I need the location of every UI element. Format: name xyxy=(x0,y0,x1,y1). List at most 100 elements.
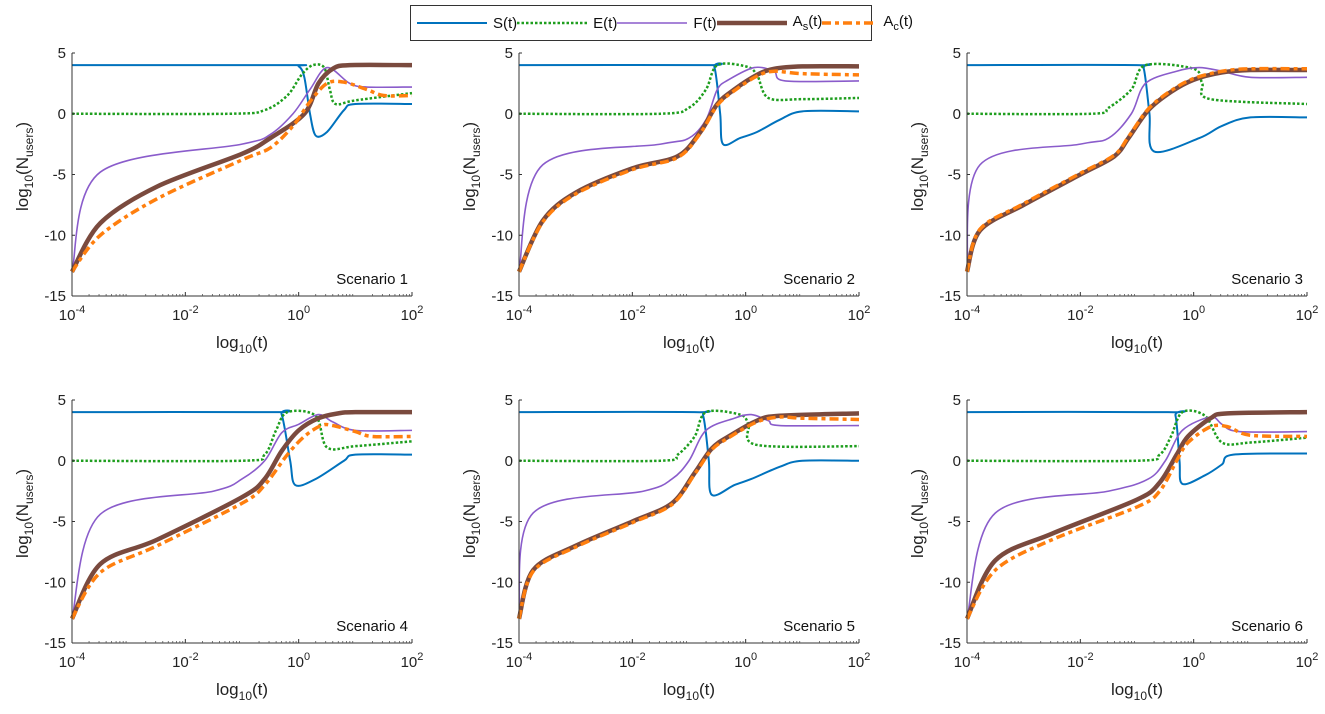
x-axis-label: log10(t) xyxy=(1111,333,1163,356)
x-tick-label: 100 xyxy=(287,304,310,324)
y-tick-label: -5 xyxy=(500,167,513,184)
series-ac-line xyxy=(70,422,413,620)
x-tick-label: 10-2 xyxy=(619,651,645,671)
y-tick-label: 5 xyxy=(953,392,961,409)
y-tick-label: -10 xyxy=(939,574,961,591)
series-e-line xyxy=(71,63,413,116)
scenario-label: Scenario 1 xyxy=(336,271,408,288)
series-as-line xyxy=(69,409,413,620)
y-tick-label: -5 xyxy=(948,167,961,184)
x-tick-label: 10-2 xyxy=(1067,304,1093,324)
series-f-line xyxy=(71,413,413,619)
legend-label-as-base: A xyxy=(792,13,803,30)
series-as-line xyxy=(964,409,1308,620)
series-e-line xyxy=(966,409,1308,463)
series-s-line xyxy=(71,64,413,138)
series-e-line xyxy=(71,409,413,463)
y-axis-label: log10(Nusers) xyxy=(460,469,483,558)
x-tick-label: 10-2 xyxy=(172,651,198,671)
x-axis-label: log10(t) xyxy=(216,333,268,356)
legend-label-as: As(t) xyxy=(793,13,823,33)
y-tick-label: 0 xyxy=(953,106,961,123)
legend-entry-ac: Ac(t) xyxy=(822,13,913,33)
y-tick-label: 5 xyxy=(505,45,513,62)
legend-entry-s: S(t) xyxy=(417,15,517,32)
x-tick-label: 10-2 xyxy=(619,304,645,324)
series-f-line xyxy=(518,413,860,619)
series-as-line xyxy=(516,63,860,273)
x-tick-label: 10-2 xyxy=(172,304,198,324)
series-s-line xyxy=(966,63,1308,154)
x-tick-label: 100 xyxy=(734,304,757,324)
x-tick-label: 10-4 xyxy=(59,304,85,324)
y-tick-label: 5 xyxy=(505,392,513,409)
y-tick-label: 5 xyxy=(953,45,961,62)
y-tick-label: -5 xyxy=(53,514,66,531)
series-s-line xyxy=(71,409,413,487)
series-f-line xyxy=(518,66,860,272)
x-tick-label: 10-4 xyxy=(954,304,980,324)
x-tick-label: 10-4 xyxy=(954,651,980,671)
x-tick-label: 10-4 xyxy=(506,304,532,324)
series-f-line xyxy=(966,66,1308,272)
x-tick-label: 100 xyxy=(1182,304,1205,324)
series-ac-line xyxy=(965,423,1308,620)
legend-label-s: S(t) xyxy=(493,14,518,32)
series-e-line xyxy=(518,409,860,463)
series-ac-line xyxy=(517,415,860,620)
legend-line-as xyxy=(716,20,787,26)
series-s-line xyxy=(966,410,1308,486)
legend-label-as-sub: s xyxy=(802,21,809,33)
x-tick-label: 100 xyxy=(287,651,310,671)
scenario-label: Scenario 6 xyxy=(1231,618,1303,635)
x-tick-label: 100 xyxy=(1182,651,1205,671)
x-tick-label: 10-2 xyxy=(1067,651,1093,671)
y-tick-label: -10 xyxy=(44,227,66,244)
series-e-line xyxy=(966,62,1308,116)
x-tick-label: 102 xyxy=(848,304,871,324)
legend-line-f xyxy=(617,22,688,24)
legend-line-e xyxy=(517,21,588,25)
legend-line-ac xyxy=(822,21,878,25)
x-axis-label: log10(t) xyxy=(663,680,715,703)
y-tick-label: -5 xyxy=(53,167,66,184)
legend: S(t) E(t) F(t) As(t) Ac(t) xyxy=(410,5,913,41)
y-tick-label: -15 xyxy=(491,288,513,305)
y-tick-label: -15 xyxy=(44,288,66,305)
series-as-line xyxy=(70,62,413,273)
x-tick-label: 102 xyxy=(848,651,871,671)
y-tick-label: -15 xyxy=(939,635,961,652)
legend-label-ac-base: A xyxy=(883,13,894,30)
y-tick-label: 0 xyxy=(58,106,66,123)
legend-label-ac: Ac(t) xyxy=(883,13,913,33)
legend-entry-f: F(t) xyxy=(617,14,717,32)
scenario-label: Scenario 5 xyxy=(783,618,855,635)
legend-label-ac-sub: c xyxy=(893,21,899,33)
x-axis-label: log10(t) xyxy=(1111,680,1163,703)
x-tick-label: 10-4 xyxy=(506,651,532,671)
x-tick-label: 102 xyxy=(401,651,424,671)
y-axis-label: log10(Nusers) xyxy=(13,469,36,558)
x-axis-label: log10(t) xyxy=(663,333,715,356)
y-tick-label: -10 xyxy=(491,574,513,591)
y-tick-label: -10 xyxy=(939,227,961,244)
series-ac-line xyxy=(517,69,860,273)
series-f-line xyxy=(71,66,413,272)
y-tick-label: 5 xyxy=(58,392,66,409)
legend-label-f: F(t) xyxy=(693,14,717,32)
y-tick-label: 0 xyxy=(505,106,513,123)
scenario-label: Scenario 2 xyxy=(783,271,855,288)
y-tick-label: -5 xyxy=(500,514,513,531)
series-f-line xyxy=(966,416,1308,619)
series-ac-line xyxy=(70,79,413,273)
y-axis-label: log10(Nusers) xyxy=(13,122,36,211)
legend-label-as-suffix: (t) xyxy=(808,13,823,30)
series-s-line xyxy=(518,410,860,497)
legend-label-e: E(t) xyxy=(593,14,618,32)
y-tick-label: -15 xyxy=(939,288,961,305)
